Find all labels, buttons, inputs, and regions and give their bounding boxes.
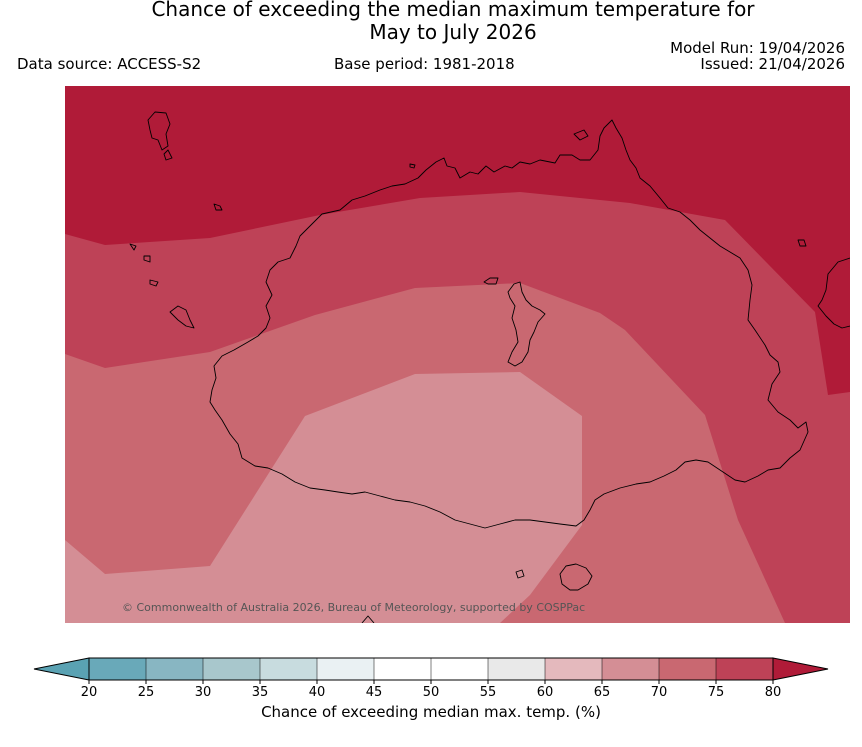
island-coastline (143, 255, 151, 263)
island-coastline (163, 149, 173, 161)
colorbar-tick-label: 20 (81, 685, 98, 700)
colorbar-tick-label: 35 (252, 685, 269, 700)
colorbar-ticks: 20 25 30 35 40 45 50 55 60 65 70 75 80 (81, 658, 782, 700)
small-island-coastline (483, 277, 499, 285)
colorbar-tick-label: 55 (480, 685, 497, 700)
colorbar-bin (602, 658, 660, 680)
island-coastline (213, 203, 223, 211)
island-coastline (147, 111, 171, 151)
island-coastline (573, 129, 589, 141)
colorbar-tick-label: 50 (423, 685, 440, 700)
colorbar-low-extend (33, 657, 90, 681)
mainland-coastline (209, 119, 809, 529)
copyright-notice: © Commonwealth of Australia 2026, Bureau… (122, 601, 586, 614)
colorbar-tick-label: 75 (708, 685, 725, 700)
island-coastline (361, 615, 375, 623)
colorbar-high-extend (772, 657, 829, 681)
island-coastline (129, 243, 137, 251)
colorbar-bin (260, 658, 318, 680)
colorbar-label: Chance of exceeding median max. temp. (%… (261, 703, 601, 721)
colorbar-bin (545, 658, 603, 680)
island-coastline (409, 163, 416, 169)
base-period-label: Base period: 1981-2018 (334, 55, 515, 73)
colorbar-tick-label: 40 (309, 685, 326, 700)
colorbar-bin (203, 658, 261, 680)
colorbar-bin (146, 658, 204, 680)
island-coastline (149, 279, 159, 287)
title-line-1: Chance of exceeding the median maximum t… (151, 0, 755, 21)
colorbar-bin (488, 658, 546, 680)
colorbar-bin (659, 658, 717, 680)
island-coastline (169, 305, 195, 329)
colorbar-tick-label: 80 (765, 685, 782, 700)
colorbar-tick-label: 65 (594, 685, 611, 700)
island-coastline (515, 569, 525, 579)
colorbar-tick-label: 60 (537, 685, 554, 700)
colorbar-bin (89, 658, 147, 680)
zone-65-70 (65, 372, 582, 623)
coastline (129, 111, 850, 623)
model-run-label: Model Run: 19/04/2026 (670, 39, 845, 57)
colorbar-bin (431, 658, 489, 680)
colorbar-tick-label: 70 (651, 685, 668, 700)
issued-label: Issued: 21/04/2026 (700, 55, 845, 73)
chart-title: Chance of exceeding the median maximum t… (0, 0, 862, 44)
colorbar-tick-label: 25 (138, 685, 155, 700)
colorbar-bin (317, 658, 375, 680)
colorbar: 20 25 30 35 40 45 50 55 60 65 70 75 80 (33, 657, 829, 700)
colorbar-bin (716, 658, 774, 680)
cape-island-coastline (507, 281, 546, 367)
data-source-label: Data source: ACCESS-S2 (17, 55, 202, 73)
island-coastline (817, 257, 850, 329)
colorbar-tick-label: 30 (195, 685, 212, 700)
colorbar-bins (89, 658, 774, 680)
island-coastline (797, 239, 807, 247)
colorbar-tick-label: 45 (366, 685, 383, 700)
colorbar-bin (374, 658, 432, 680)
title-line-2: May to July 2026 (369, 20, 537, 44)
tasmania-coastline (559, 563, 593, 591)
